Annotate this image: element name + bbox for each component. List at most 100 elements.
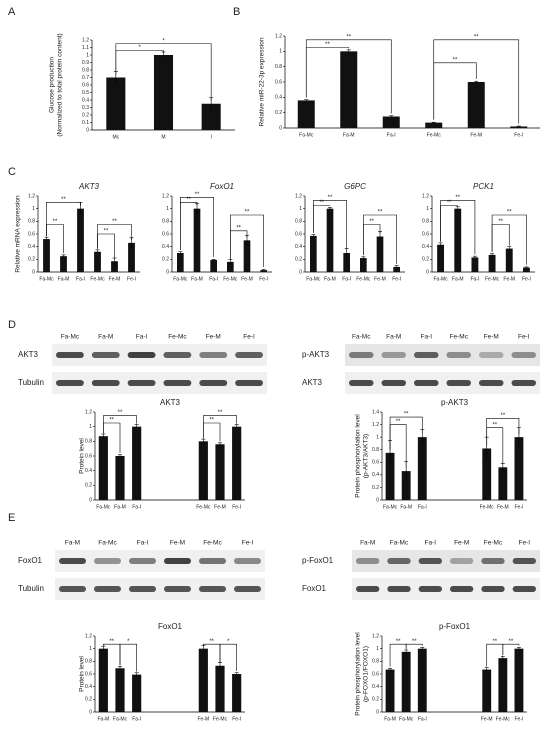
y-tick-label: 1	[166, 206, 169, 212]
blot-band	[418, 558, 442, 564]
bar	[193, 208, 201, 272]
row-label: p-AKT3	[302, 350, 330, 359]
bar	[454, 208, 462, 272]
lane-label: Fe-M	[206, 334, 221, 341]
bar	[488, 254, 496, 272]
y-tick-label: 0.8	[295, 219, 302, 225]
blot-strip	[52, 372, 267, 394]
y-tick-label: 0	[89, 497, 92, 503]
x-tick-label: Fe-I	[392, 276, 401, 282]
significance-label: **	[507, 210, 512, 216]
x-tick-label: Fa-M	[343, 132, 355, 138]
blot-band	[481, 586, 505, 592]
error-bar	[420, 647, 425, 650]
error-bar	[201, 438, 206, 444]
bar	[401, 651, 411, 712]
blot-band	[235, 352, 263, 358]
x-tick-label: Fe-I	[514, 132, 523, 138]
y-tick-label: 1.2	[275, 33, 282, 39]
significance-bracket	[115, 43, 212, 101]
y-tick-label: 1.2	[82, 37, 89, 43]
chart-title: FoxO1	[210, 182, 234, 191]
error-bar	[328, 207, 332, 210]
blot-band	[446, 352, 471, 358]
significance-bracket	[305, 39, 392, 114]
y-tick-label: 0.2	[422, 257, 429, 263]
x-tick-label: Fa-I	[132, 504, 141, 510]
significance-label: **	[396, 419, 401, 425]
x-tick-label: Fa-M	[384, 716, 396, 722]
chart-title: p-AKT3	[441, 398, 469, 407]
y-tick-label: 0	[166, 269, 169, 275]
bar	[498, 658, 508, 712]
bar	[198, 648, 208, 712]
row-label: Tubulin	[18, 378, 44, 387]
blot-band	[163, 352, 192, 358]
blot-band	[59, 558, 86, 564]
error-bar	[404, 649, 409, 654]
significance-bracket	[440, 200, 476, 255]
x-tick-label: Fa-Mc	[306, 276, 321, 282]
bar	[482, 669, 492, 712]
bar	[210, 259, 217, 272]
y-tick-label: 1.4	[372, 409, 379, 415]
y-tick-label: 0.6	[295, 231, 302, 237]
lane-label: Fe-Mc	[484, 540, 503, 547]
error-bar	[394, 265, 399, 269]
significance-bracket	[486, 417, 520, 446]
significance-label: *	[162, 38, 165, 44]
x-tick-label: Fe-Mc	[427, 132, 442, 138]
blot-band	[356, 558, 380, 564]
x-tick-label: Fe-Mc	[90, 276, 105, 282]
y-tick-label: 0	[299, 269, 302, 275]
error-bar	[234, 424, 239, 429]
error-bar	[524, 266, 529, 269]
blot-band	[59, 586, 86, 592]
y-tick-label: 0.8	[85, 439, 92, 445]
y-tick-label: 0.4	[85, 684, 92, 690]
bar	[201, 103, 221, 130]
x-tick-label: Fe-I	[522, 276, 531, 282]
row-label: AKT3	[302, 378, 323, 387]
row-label: FoxO1	[302, 584, 327, 593]
blot-band	[199, 352, 228, 358]
significance-label: **	[319, 200, 324, 206]
significance-bracket	[203, 422, 221, 442]
y-tick-label: 0.1	[82, 120, 89, 126]
y-tick-label: 0.6	[372, 460, 379, 466]
x-tick-label: Fa-I	[342, 276, 351, 282]
y-tick-label: 1	[426, 206, 429, 212]
x-tick-label: Fe-M	[214, 504, 226, 510]
y-tick-label: 1.2	[295, 193, 302, 199]
row-label: AKT3	[18, 350, 39, 359]
error-bar	[389, 115, 394, 118]
y-axis-label: Relative miR-22-3p expression	[259, 37, 266, 126]
significance-label: **	[112, 219, 117, 225]
blot-strip	[55, 550, 265, 572]
y-tick-label: 1.2	[85, 633, 92, 639]
y-tick-label: 0.6	[82, 82, 89, 88]
blot-strip	[345, 372, 540, 394]
significance-label: **	[447, 200, 452, 206]
significance-label: **	[509, 639, 514, 645]
lane-label: Fe-I	[519, 540, 531, 547]
blot-band	[199, 586, 226, 592]
lane-label: Fe-M	[170, 540, 185, 547]
y-axis-label: (Normalized to total protein content)	[57, 33, 64, 136]
y-tick-label: 1	[86, 52, 89, 58]
y-tick-label: 0.4	[85, 468, 92, 474]
bar	[510, 126, 528, 128]
bar	[310, 235, 317, 272]
bar	[425, 122, 443, 128]
y-tick-label: 0.8	[82, 67, 89, 73]
blot-band	[235, 380, 263, 386]
lane-label: Fe-I	[242, 540, 254, 547]
bar	[111, 261, 118, 272]
y-tick-label: 0.6	[28, 231, 35, 237]
significance-label: **	[186, 197, 191, 203]
blot-band	[479, 380, 504, 386]
blot-band	[163, 380, 192, 386]
x-tick-label: Fe-Mc	[196, 504, 211, 510]
y-tick-label: 0.6	[372, 671, 379, 677]
blot-band	[56, 380, 84, 386]
